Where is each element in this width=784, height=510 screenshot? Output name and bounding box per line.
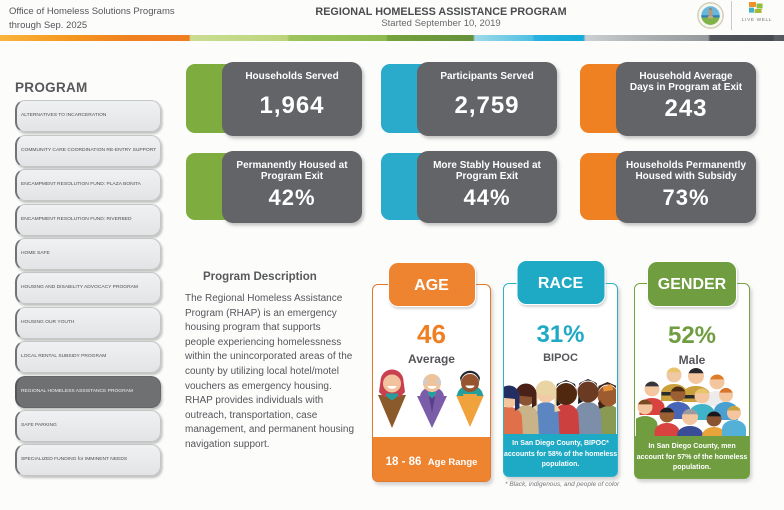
svg-text:LIVE WELL: LIVE WELL <box>742 17 772 23</box>
